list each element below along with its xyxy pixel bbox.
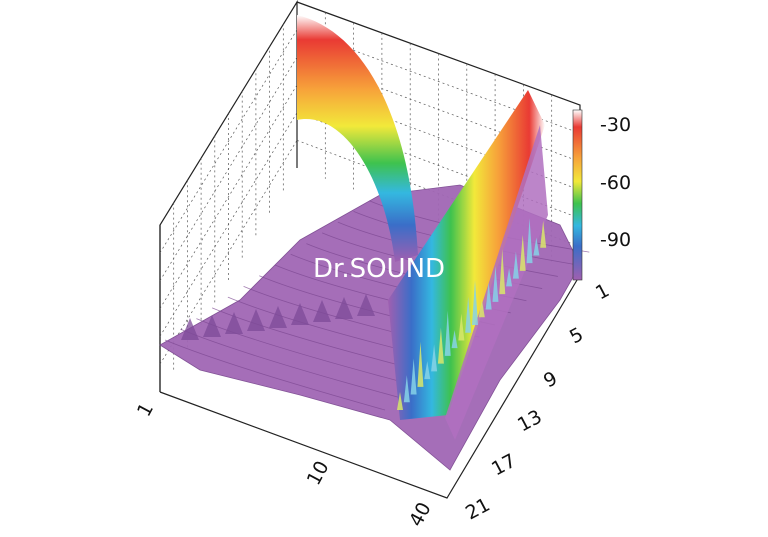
floor-peak xyxy=(203,315,221,337)
spike xyxy=(437,327,444,364)
grid-line xyxy=(159,29,298,254)
spike xyxy=(485,282,492,310)
z-tick-label: -60 xyxy=(600,172,631,194)
floor-peak xyxy=(313,300,331,322)
spike xyxy=(444,310,451,356)
y-tick-label: 9 xyxy=(540,367,561,392)
spike xyxy=(465,296,472,333)
floor-ripple xyxy=(211,307,433,374)
watermark: Dr.SOUND xyxy=(313,254,445,284)
spike xyxy=(451,330,458,349)
x-tick-label: 40 xyxy=(405,499,436,531)
spike xyxy=(506,268,513,287)
spike xyxy=(397,392,403,410)
spike xyxy=(512,251,519,279)
grid-line xyxy=(159,84,298,309)
x-tick-label: 10 xyxy=(303,457,334,489)
spike xyxy=(492,265,499,302)
floor-ripple xyxy=(164,339,386,411)
spike xyxy=(478,299,485,318)
spike xyxy=(458,313,465,341)
spike xyxy=(540,220,547,248)
curved-ridge xyxy=(297,15,418,262)
floor-peak xyxy=(225,312,243,334)
floor-peak xyxy=(247,309,265,331)
grid-line xyxy=(159,57,298,281)
floor-peak xyxy=(335,297,353,319)
floor-outline xyxy=(159,274,581,499)
z-tick-label: -30 xyxy=(600,114,631,136)
floor-peak xyxy=(269,306,287,328)
harmonic-spikes xyxy=(397,218,547,410)
grid-line xyxy=(159,112,298,337)
straight-ridge xyxy=(388,90,545,420)
grid-line xyxy=(159,140,298,365)
spike xyxy=(472,280,478,325)
spike xyxy=(417,341,424,387)
spike xyxy=(526,218,533,264)
spike xyxy=(533,237,540,256)
y-tick-label: 13 xyxy=(514,406,546,437)
y-tick-label: 21 xyxy=(462,494,494,525)
spike xyxy=(403,375,410,403)
floor-peak xyxy=(357,294,375,316)
y-tick-label: 17 xyxy=(488,450,520,481)
spike xyxy=(431,344,438,372)
spike xyxy=(519,234,526,271)
z-tick-label: -90 xyxy=(600,229,631,251)
floor-peak xyxy=(291,303,309,325)
x-tick-label: 1 xyxy=(133,399,158,420)
floor-peak xyxy=(181,318,199,340)
spike xyxy=(410,358,417,395)
colorbar xyxy=(572,109,583,281)
y-tick-label: 1 xyxy=(592,279,613,304)
spike xyxy=(424,361,431,380)
y-tick-label: 5 xyxy=(566,323,587,348)
spike xyxy=(499,249,506,295)
